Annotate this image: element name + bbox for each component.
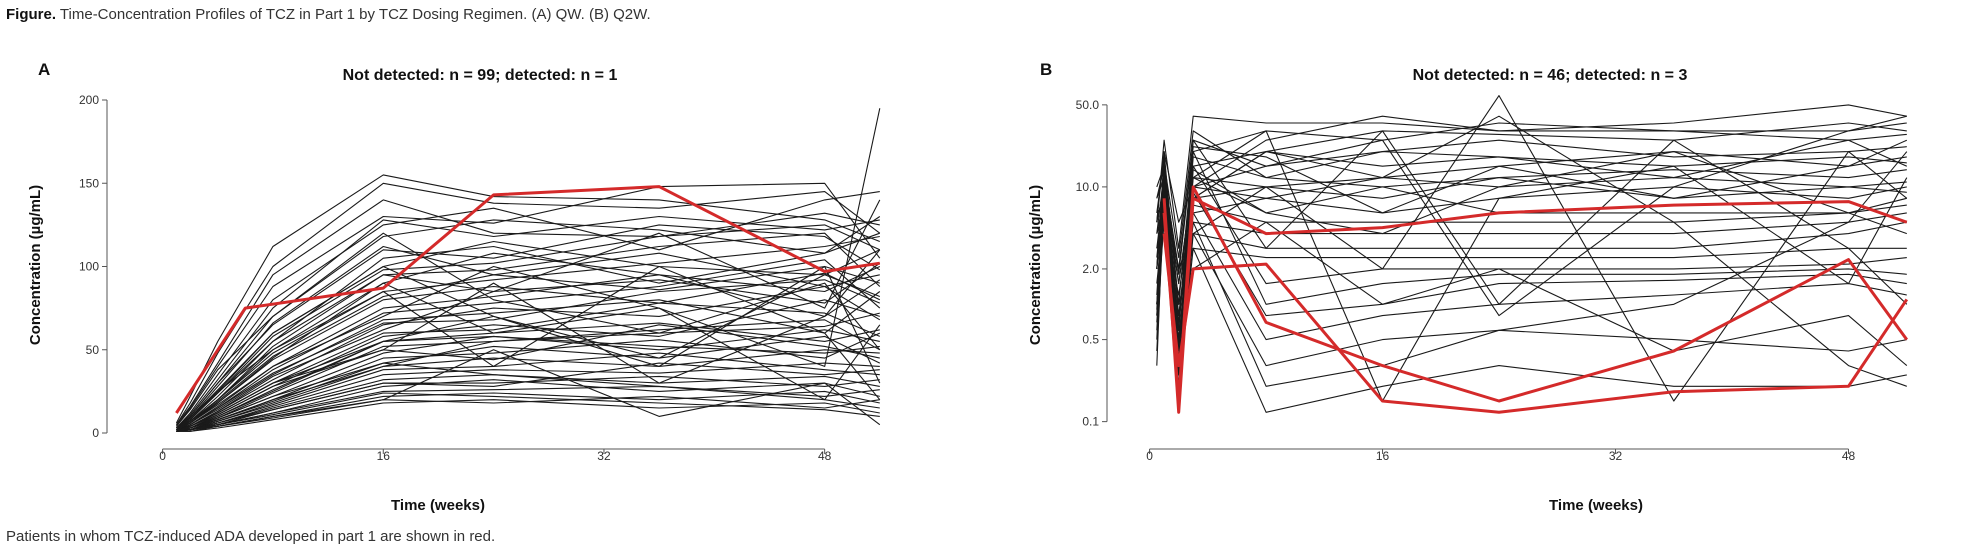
panel-b-chart: B Not detected: n = 46; detected: n = 3 0 1…	[1027, 60, 1909, 514]
panel-b-y-tick-label: 0.1	[1082, 415, 1099, 429]
panel-b-x-axis-label: Time (weeks)	[1549, 497, 1643, 514]
panel-a-profile-line	[176, 335, 880, 432]
panel-b-profile-line	[1156, 122, 1907, 341]
panel-a-profile-line	[176, 352, 880, 432]
panel-b-profile-line	[1156, 197, 1907, 331]
panel-a-profile-line	[176, 392, 880, 432]
panel-a-y-tick-label: 50	[86, 343, 100, 357]
panel-b-x-tick-label: 48	[1842, 449, 1856, 463]
panel-a-letter: A	[38, 60, 50, 79]
panel-a-ada-positive-line	[175, 185, 881, 414]
panel-a-chart: A Not detected: n = 99; detected: n = 1 0 1…	[27, 60, 881, 514]
panel-b-x-tick-label: 0	[1146, 449, 1153, 463]
panel-b-y-tick-label: 0.5	[1082, 333, 1099, 347]
panel-a-x-tick-label: 48	[818, 449, 832, 463]
panel-b-letter: B	[1040, 60, 1052, 79]
panel-a-profile-line	[176, 285, 881, 432]
panel-a-y-tick-label: 150	[79, 176, 99, 190]
panel-b-profile-line	[1156, 181, 1907, 323]
panel-b-ada-positive-line	[1162, 185, 1909, 403]
panel-b-profile-line	[1156, 130, 1908, 269]
panel-a-profile-line	[176, 265, 880, 431]
panel-a-profile-line	[175, 199, 880, 426]
panel-a-profile-line	[176, 215, 880, 429]
panel-a-profile-line	[176, 224, 881, 431]
panel-a-x-axis-label: Time (weeks)	[391, 497, 485, 514]
panel-a-x-tick-label: 32	[597, 449, 611, 463]
figure-caption-label: Figure.	[6, 6, 57, 23]
panel-b-ada-positive-line	[1162, 196, 1908, 414]
panel-a-y-tick-label: 200	[79, 93, 99, 107]
panel-b-profile-line	[1156, 212, 1908, 376]
panel-a-profile-line	[176, 312, 880, 432]
panel-a-profile-line	[175, 182, 881, 427]
panel-a-profile-line	[176, 362, 880, 432]
panel-a-y-tick-label: 100	[79, 260, 99, 274]
panel-a-y-axis-label: Concentration (µg/mL)	[27, 185, 44, 345]
panel-b-profile-line	[1156, 212, 1907, 413]
panel-b-title: Not detected: n = 46; detected: n = 3	[1413, 67, 1688, 84]
panel-b-x-tick-label: 32	[1609, 449, 1623, 463]
panel-a-profile-line	[176, 232, 880, 431]
panel-a-y-tick-label: 0	[92, 426, 99, 440]
panel-a-profile-line	[175, 182, 881, 425]
panel-a-profile-line	[176, 399, 880, 432]
panel-b-profile-line	[1156, 177, 1907, 387]
panel-a-profile-line	[176, 279, 881, 432]
panel-b-profile-line	[1156, 130, 1908, 331]
panel-b-profile-line	[1156, 156, 1907, 331]
panel-a-x-tick-label: 16	[377, 449, 391, 463]
figure-footnote: Patients in whom TCZ-induced ADA develop…	[6, 528, 496, 545]
panel-a-profile-line	[176, 324, 880, 432]
panel-b-y-axis-label: Concentration (µg/mL)	[1027, 185, 1044, 345]
panel-b-y-tick-label: 10.0	[1076, 180, 1100, 194]
figure-caption: Figure. Time-Concentration Profiles of T…	[6, 6, 651, 23]
panel-a-x-tick-label: 0	[159, 449, 166, 463]
panel-b-y-tick-label: 50.0	[1076, 98, 1100, 112]
panel-b-profile-line	[1156, 95, 1908, 402]
figure-caption-text: Time-Concentration Profiles of TCZ in Pa…	[56, 6, 651, 23]
panel-a-profile-line	[176, 265, 881, 431]
panel-b-profile-line	[1156, 139, 1908, 275]
panel-b-profile-line	[1156, 104, 1907, 316]
panel-b-profile-line	[1156, 151, 1907, 376]
panel-a-profile-line	[175, 216, 881, 427]
panel-b-ada-positive-line	[1162, 233, 1909, 414]
panel-b-y-tick-label: 2.0	[1082, 262, 1099, 276]
panel-b-profile-line	[1156, 115, 1907, 249]
panel-a-title: Not detected: n = 99; detected: n = 1	[343, 67, 618, 84]
panel-a-profile-line	[176, 245, 880, 431]
panel-b-x-tick-label: 16	[1376, 449, 1390, 463]
panel-a-profile-line	[175, 191, 880, 429]
